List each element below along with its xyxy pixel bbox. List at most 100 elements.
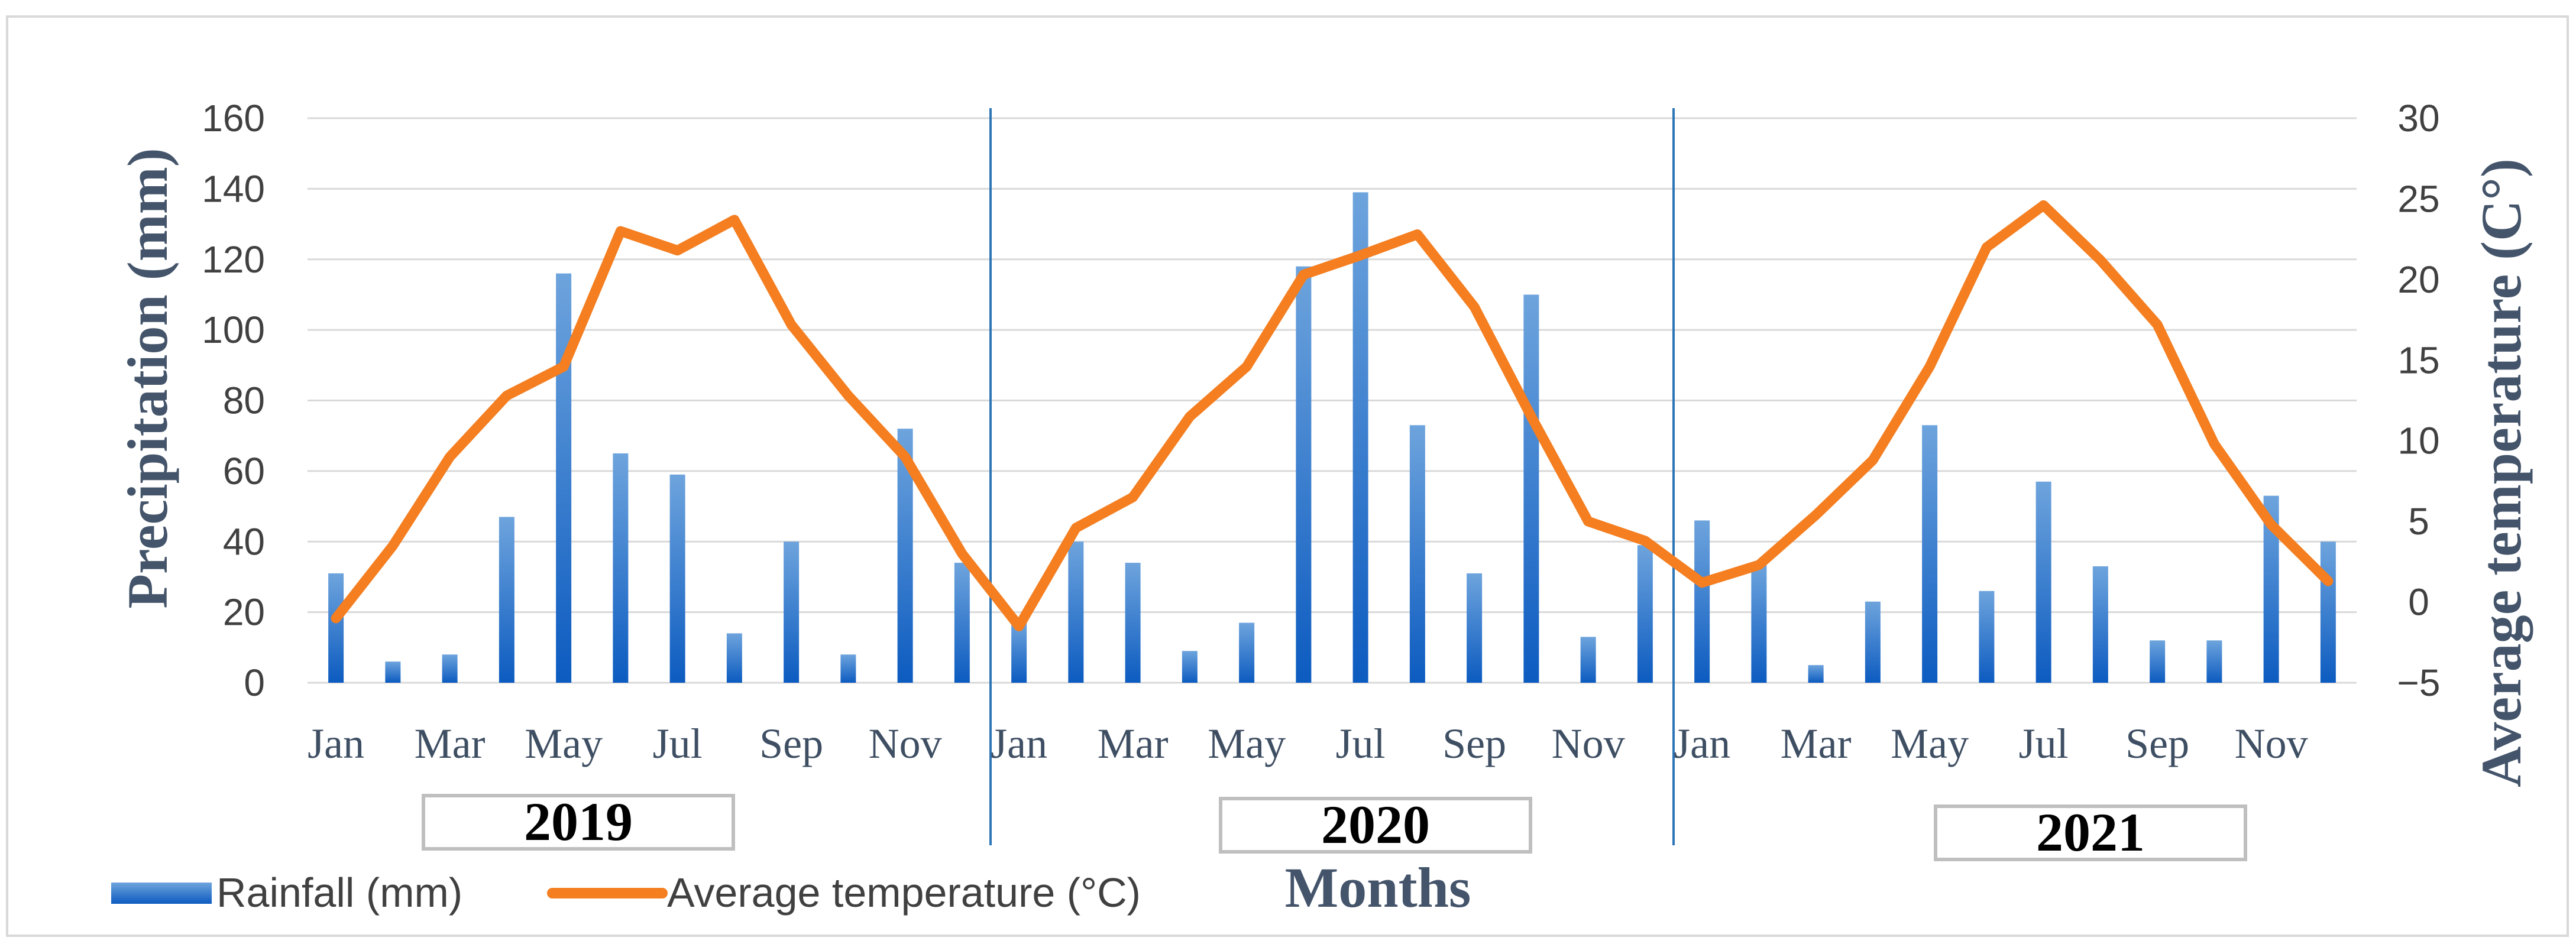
month-tick-label: Jan	[1674, 720, 1730, 767]
temperature-point	[1587, 521, 1589, 523]
month-tick-label: May	[1891, 720, 1969, 767]
temperature-point	[1075, 527, 1077, 529]
y-left-tick-label: 160	[202, 97, 265, 140]
y-right-tick-label: 10	[2397, 420, 2439, 462]
year-label: 2019	[524, 791, 633, 852]
y-right-tick-label: 25	[2397, 177, 2439, 220]
rainfall-bar	[1979, 591, 1995, 683]
temperature-point	[1416, 233, 1418, 235]
legend-rainfall-label: Rainfall (mm)	[216, 870, 462, 916]
x-axis-title: Months	[1285, 856, 1471, 919]
temperature-point	[563, 366, 565, 368]
rainfall-bar	[1182, 651, 1198, 683]
year-box	[422, 794, 735, 851]
rainfall-bar	[954, 563, 970, 683]
y-left-tick-label: 80	[223, 379, 265, 422]
temperature-line	[331, 200, 2334, 631]
rainfall-bar	[669, 474, 685, 683]
temperature-point	[961, 553, 963, 554]
y-left-tick-label: 140	[202, 167, 265, 210]
y-right-tick-label: 30	[2397, 97, 2439, 140]
rainfall-bar	[2150, 640, 2166, 683]
rainfall-bar	[1808, 665, 1824, 683]
rainfall-bar	[1637, 545, 1653, 683]
temperature-point	[2270, 524, 2272, 525]
temperature-point	[904, 456, 906, 458]
legend-rainfall-swatch	[111, 883, 212, 904]
temperature-point	[677, 249, 678, 251]
rainfall-bar	[385, 661, 401, 683]
temperature-point	[1758, 564, 1760, 566]
year-dividers	[989, 108, 1675, 845]
y-left-tick-label: 60	[223, 450, 265, 492]
year-label: 2021	[2036, 802, 2145, 862]
year-boxes: 2019 2020 2021	[422, 791, 2247, 862]
rainfall-bar	[840, 654, 856, 683]
month-tick-label: Jan	[991, 720, 1047, 767]
rainfall-bar	[1580, 637, 1596, 683]
temperature-point	[847, 395, 849, 397]
y-axis-right-ticks: −5 0 5 10 15 20 25 30	[2397, 97, 2441, 704]
rainfall-bar	[2092, 566, 2108, 683]
rainfall-bar	[442, 654, 458, 683]
temperature-point	[2043, 205, 2044, 206]
temperature-point	[1701, 582, 1703, 583]
month-tick-label: May	[525, 720, 603, 767]
month-tick-label: Sep	[1442, 720, 1506, 767]
rainfall-bar	[1751, 563, 1767, 683]
temperature-point	[1132, 497, 1134, 498]
temperature-point	[2099, 259, 2101, 261]
legend: Rainfall (mm) Average temperature (°C)	[111, 870, 1141, 916]
rainfall-bar	[1011, 622, 1027, 683]
month-tick-label: Jan	[308, 720, 364, 767]
rainfall-bar	[2320, 541, 2336, 683]
month-tick-label: Sep	[2125, 720, 2189, 767]
month-tick-label: Mar	[1781, 720, 1852, 767]
month-tick-label: Mar	[415, 720, 486, 767]
rainfall-bar	[1409, 425, 1425, 683]
temperature-point	[2213, 443, 2215, 445]
x-axis-month-ticks: Jan Mar May Jul Sep Nov Jan Mar May Jul Sep Nov Jan M…	[308, 720, 2308, 767]
rainfall-bar	[726, 633, 742, 683]
temperature-series-line	[331, 200, 2334, 631]
y-left-tick-label: 120	[202, 238, 265, 281]
y-right-tick-label: 15	[2397, 339, 2439, 381]
month-tick-label: Nov	[869, 720, 942, 767]
y-left-tick-label: 40	[223, 520, 265, 563]
temperature-point	[1474, 306, 1475, 308]
y-axis-left-title: Precipitation (mm)	[116, 148, 179, 608]
temperature-point	[620, 231, 622, 232]
month-tick-label: Jul	[653, 720, 703, 767]
rainfall-bar	[1922, 425, 1938, 683]
temperature-point	[2157, 324, 2158, 326]
rainfall-bar	[556, 273, 572, 683]
y-right-tick-label: 5	[2408, 500, 2429, 543]
temperature-point	[1303, 274, 1305, 275]
month-tick-label: Nov	[1552, 720, 1625, 767]
year-box	[1219, 797, 1532, 854]
legend-temperature-label: Average temperature (°C)	[667, 870, 1141, 916]
rainfall-bar	[1694, 520, 1710, 683]
y-right-tick-label: −5	[2397, 661, 2441, 704]
gridlines	[308, 117, 2357, 684]
rainfall-bar	[1352, 192, 1368, 683]
y-right-tick-label: 0	[2408, 581, 2429, 624]
y-axis-right-title: Average temperature (C°)	[2470, 158, 2533, 787]
rainfall-bar	[499, 517, 514, 683]
temperature-point	[1246, 366, 1248, 368]
temperature-point	[1815, 514, 1817, 516]
temperature-point	[392, 545, 394, 547]
month-tick-label: May	[1208, 720, 1286, 767]
rainfall-bar	[2206, 640, 2222, 683]
temperature-point	[1530, 416, 1532, 417]
rainfall-bar	[1125, 563, 1141, 683]
temperature-point	[1018, 625, 1020, 627]
temperature-point	[1986, 246, 1988, 248]
month-tick-label: Mar	[1098, 720, 1169, 767]
y-axis-left-ticks: 0 20 40 60 80 100 120 140 160	[202, 97, 265, 704]
rainfall-bar	[2035, 481, 2051, 683]
temperature-point	[449, 456, 451, 458]
temperature-point	[1189, 416, 1190, 417]
